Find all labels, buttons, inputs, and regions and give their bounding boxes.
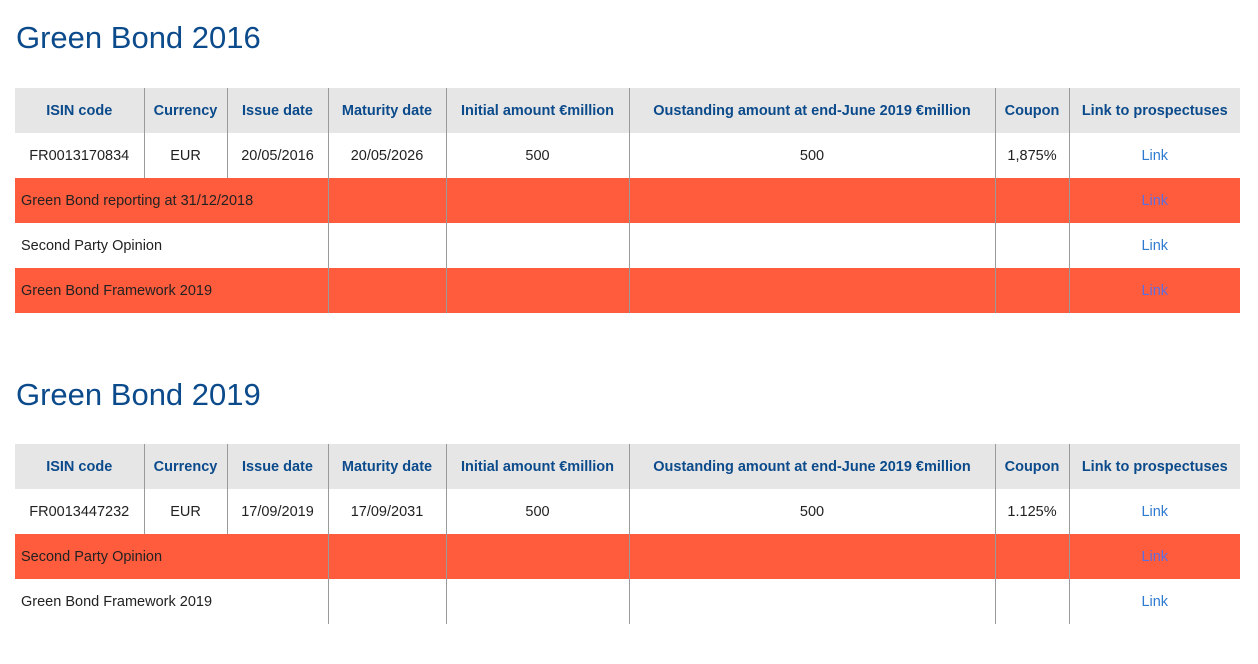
link-cell: Link	[1069, 534, 1240, 579]
header-coupon: Coupon	[995, 88, 1070, 133]
coupon-cell: 1,875%	[995, 133, 1070, 178]
initial-amount-cell: 500	[446, 489, 630, 534]
isin-cell: FR0013170834	[15, 133, 145, 178]
link-cell: Link	[1069, 133, 1240, 178]
header-isin: ISIN code	[15, 444, 145, 489]
table-row: Green Bond Framework 2019 Link	[15, 268, 1240, 313]
issue-date-cell: 20/05/2016	[227, 133, 329, 178]
header-maturity-date: Maturity date	[328, 444, 447, 489]
table-row: Green Bond Framework 2019 Link	[15, 579, 1240, 624]
isin-cell: FR0013447232	[15, 489, 145, 534]
header-currency: Currency	[144, 88, 228, 133]
doc-label: Green Bond Framework 2019	[15, 579, 329, 624]
header-maturity-date: Maturity date	[328, 88, 447, 133]
link-cell: Link	[1069, 268, 1240, 313]
table-header-row: ISIN code Currency Issue date Maturity d…	[15, 88, 1240, 133]
header-isin: ISIN code	[15, 88, 145, 133]
outstanding-amount-cell: 500	[629, 489, 996, 534]
header-outstanding-amount: Oustanding amount at end-June 2019 €mill…	[629, 88, 996, 133]
maturity-date-cell: 17/09/2031	[328, 489, 447, 534]
header-link: Link to prospectuses	[1069, 444, 1240, 489]
table-row: Green Bond reporting at 31/12/2018 Link	[15, 178, 1240, 223]
link-cell: Link	[1069, 579, 1240, 624]
doc-label: Second Party Opinion	[15, 534, 329, 579]
header-initial-amount: Initial amount €million	[446, 444, 630, 489]
link-cell: Link	[1069, 489, 1240, 534]
doc-label: Green Bond Framework 2019	[15, 268, 329, 313]
header-initial-amount: Initial amount €million	[446, 88, 630, 133]
issue-date-cell: 17/09/2019	[227, 489, 329, 534]
header-currency: Currency	[144, 444, 228, 489]
header-link: Link to prospectuses	[1069, 88, 1240, 133]
outstanding-amount-cell: 500	[629, 133, 996, 178]
framework-link[interactable]: Link	[1141, 282, 1169, 299]
header-outstanding-amount: Oustanding amount at end-June 2019 €mill…	[629, 444, 996, 489]
second-party-opinion-link[interactable]: Link	[1141, 237, 1169, 254]
second-party-opinion-link[interactable]: Link	[1141, 548, 1169, 565]
header-issue-date: Issue date	[227, 88, 329, 133]
doc-label: Green Bond reporting at 31/12/2018	[15, 178, 329, 223]
table-row: Second Party Opinion Link	[15, 534, 1240, 579]
coupon-cell: 1.125%	[995, 489, 1070, 534]
link-cell: Link	[1069, 223, 1240, 268]
table-row: FR0013170834 EUR 20/05/2016 20/05/2026 5…	[15, 133, 1240, 178]
currency-cell: EUR	[144, 133, 228, 178]
initial-amount-cell: 500	[446, 133, 630, 178]
prospectus-link[interactable]: Link	[1141, 147, 1169, 164]
framework-link[interactable]: Link	[1141, 593, 1169, 610]
prospectus-link[interactable]: Link	[1141, 503, 1169, 520]
maturity-date-cell: 20/05/2026	[328, 133, 447, 178]
table-row: Second Party Opinion Link	[15, 223, 1240, 268]
header-coupon: Coupon	[995, 444, 1070, 489]
doc-label: Second Party Opinion	[15, 223, 329, 268]
bond-table-2016: ISIN code Currency Issue date Maturity d…	[15, 88, 1240, 313]
table-header-row: ISIN code Currency Issue date Maturity d…	[15, 444, 1240, 489]
table-row: FR0013447232 EUR 17/09/2019 17/09/2031 5…	[15, 489, 1240, 534]
link-cell: Link	[1069, 178, 1240, 223]
section-title-2019: Green Bond 2019	[16, 377, 261, 412]
section-title-2016: Green Bond 2016	[16, 20, 261, 55]
reporting-link[interactable]: Link	[1141, 192, 1169, 209]
currency-cell: EUR	[144, 489, 228, 534]
header-issue-date: Issue date	[227, 444, 329, 489]
bond-table-2019: ISIN code Currency Issue date Maturity d…	[15, 444, 1240, 624]
